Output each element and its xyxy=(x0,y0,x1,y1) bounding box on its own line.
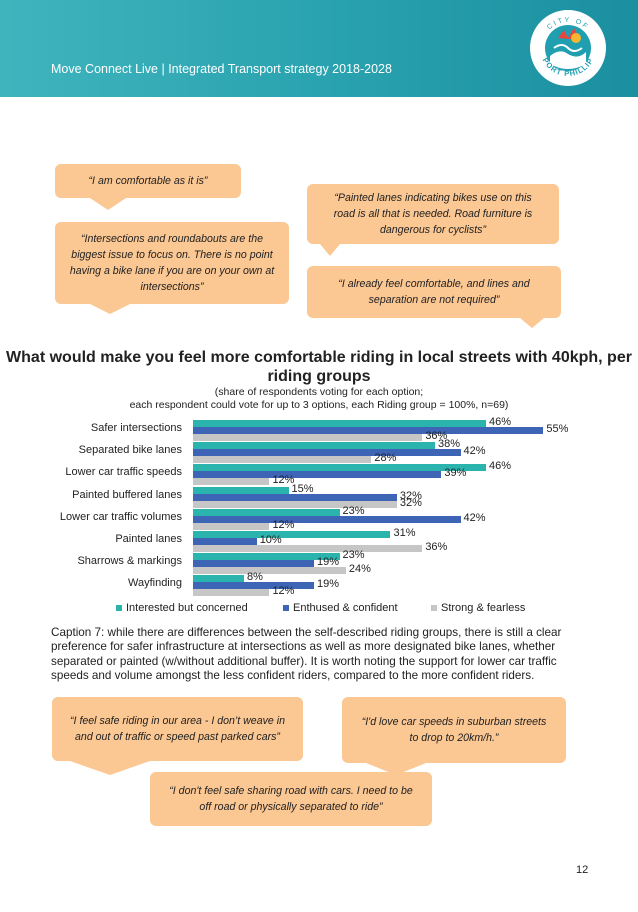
quote-bubble-comfortable: “I am comfortable as it is” xyxy=(55,164,241,198)
chart-title: What would make you feel more comfortabl… xyxy=(6,349,632,385)
data-label: 23% xyxy=(342,549,365,562)
legend-swatch xyxy=(116,605,122,611)
bar-strong-fearless xyxy=(193,500,397,508)
quote-bubble-car-speeds: “I'd love car speeds in suburban streets… xyxy=(342,697,566,763)
data-label: 10% xyxy=(259,534,282,546)
bar-interested-but-concerned xyxy=(193,508,340,516)
quote-text: “I am comfortable as it is” xyxy=(88,175,208,187)
data-label: 15% xyxy=(291,482,314,495)
data-label: 31% xyxy=(393,527,416,539)
data-label: 46% xyxy=(489,460,512,473)
bar-strong-fearless xyxy=(193,522,270,530)
chart-subtitle-2: each respondent could vote for up to 3 o… xyxy=(129,399,509,411)
quote-text: “I already feel comfortable, and lines a… xyxy=(338,278,530,306)
bar-interested-but-concerned xyxy=(193,575,244,583)
legend-item: Interested but concerned xyxy=(116,602,248,614)
data-label: 28% xyxy=(374,452,397,465)
header-banner: Move Connect Live | Integrated Transport… xyxy=(0,0,638,97)
quote-text: “Painted lanes indicating bikes use on t… xyxy=(333,192,533,236)
quote-bubble-feel-comfortable: “I already feel comfortable, and lines a… xyxy=(307,266,561,318)
quote-text: “I feel safe riding in our area - I don’… xyxy=(70,715,285,743)
legend-item: Strong & fearless xyxy=(431,602,525,614)
bubble-tail xyxy=(320,244,340,256)
chart-subtitle-1: (share of respondents voting for each op… xyxy=(214,386,424,398)
bar-strong-fearless xyxy=(193,545,423,552)
quote-bubble-painted-lanes: “Painted lanes indicating bikes use on t… xyxy=(307,184,559,244)
bubble-tail xyxy=(90,304,130,314)
category-label: Separated bike lanes xyxy=(78,444,182,457)
bubble-tail xyxy=(520,318,544,328)
category-label: Lower car traffic speeds xyxy=(65,466,182,479)
bubble-tail xyxy=(70,761,150,775)
bar-strong-fearless xyxy=(193,567,346,575)
legend-swatch xyxy=(431,605,437,611)
bar-enthused-confident xyxy=(193,449,461,457)
data-label: 38% xyxy=(438,438,461,451)
bar-enthused-confident xyxy=(193,538,257,545)
data-label: 55% xyxy=(546,423,569,435)
data-label: 12% xyxy=(272,518,295,531)
data-label: 12% xyxy=(272,585,295,598)
legend-label: Interested but concerned xyxy=(126,602,248,614)
data-label: 36% xyxy=(425,430,448,442)
data-label: 46% xyxy=(489,416,512,428)
bar-interested-but-concerned xyxy=(193,464,487,472)
figure-caption: Caption 7: while there are differences b… xyxy=(51,626,562,682)
category-label: Lower car traffic volumes xyxy=(59,510,182,523)
bar-interested-but-concerned xyxy=(193,553,340,561)
bar-enthused-confident xyxy=(193,560,315,568)
quote-bubble-safe-area: “I feel safe riding in our area - I don’… xyxy=(52,697,303,761)
data-label: 36% xyxy=(425,541,448,553)
quote-bubble-off-road: “I don't feel safe sharing road with car… xyxy=(150,772,432,826)
bar-strong-fearless xyxy=(193,456,372,464)
bar-enthused-confident xyxy=(193,493,397,501)
page-number: 12 xyxy=(576,864,589,876)
data-label: 19% xyxy=(317,578,340,591)
bar-enthused-confident xyxy=(193,471,442,479)
data-label: 42% xyxy=(463,445,486,458)
legend-label: Enthused & confident xyxy=(293,602,398,614)
city-logo: CITY OF PORT PHILLIP xyxy=(530,10,606,86)
bar-enthused-confident xyxy=(193,427,544,434)
quote-text: “I'd love car speeds in suburban streets… xyxy=(361,716,547,744)
data-label: 19% xyxy=(317,556,340,569)
bar-strong-fearless xyxy=(193,589,270,597)
bar-enthused-confident xyxy=(193,582,315,590)
header-title: Move Connect Live | Integrated Transport… xyxy=(51,62,392,76)
bar-strong-fearless xyxy=(193,434,423,441)
category-label: Painted buffered lanes xyxy=(72,488,182,501)
category-label: Painted lanes xyxy=(115,533,182,545)
data-label: 42% xyxy=(463,511,486,524)
bar-strong-fearless xyxy=(193,478,270,486)
data-label: 32% xyxy=(399,489,422,502)
legend-label: Strong & fearless xyxy=(441,602,526,614)
legend-item: Enthused & confident xyxy=(283,602,398,614)
bar-enthused-confident xyxy=(193,515,461,523)
data-label: 12% xyxy=(272,474,295,487)
bar-interested-but-concerned xyxy=(193,531,391,538)
data-label: 32% xyxy=(399,496,422,509)
legend-swatch xyxy=(283,605,289,611)
quote-bubble-intersections: “Intersections and roundabouts are the b… xyxy=(55,222,289,304)
data-label: 24% xyxy=(348,563,371,576)
bar-interested-but-concerned xyxy=(193,420,487,427)
data-label: 39% xyxy=(444,467,467,480)
category-label: Wayfinding xyxy=(127,577,182,590)
quote-text: “I don't feel safe sharing road with car… xyxy=(169,785,413,813)
category-label: Safer intersections xyxy=(90,422,182,434)
bubble-tail xyxy=(90,198,126,210)
bar-interested-but-concerned xyxy=(193,486,289,494)
quote-text: “Intersections and roundabouts are the b… xyxy=(69,233,275,293)
data-label: 23% xyxy=(342,504,365,517)
data-label: 8% xyxy=(246,571,263,584)
category-label: Sharrows & markings xyxy=(77,555,182,568)
bar-interested-but-concerned xyxy=(193,442,436,450)
